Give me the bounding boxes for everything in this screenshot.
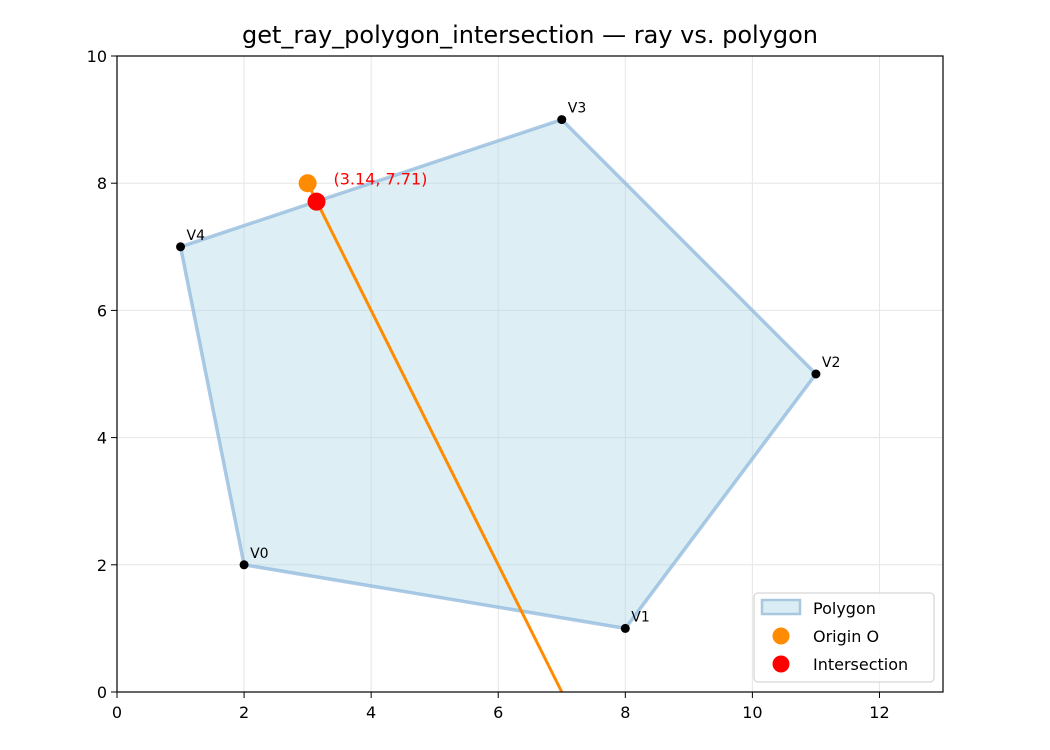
- x-tick-label: 10: [742, 703, 762, 722]
- ray-line: [306, 182, 564, 693]
- legend-label-polygon: Polygon: [813, 599, 876, 618]
- vertex-label: V4: [187, 228, 206, 244]
- vertex-point: [620, 623, 630, 633]
- vertex-label: V0: [250, 546, 268, 562]
- vertex-point: [239, 560, 249, 570]
- y-tick-label: 2: [97, 556, 107, 575]
- x-tick-label: 6: [493, 703, 503, 722]
- plot-area: V0 V1 V2 V3 V4 (3.14, 7.71): [176, 101, 840, 693]
- legend-label-origin: Origin O: [813, 627, 879, 646]
- legend-marker-intersection: [772, 655, 790, 673]
- y-tick-label: 8: [97, 174, 107, 193]
- legend-swatch-polygon: [760, 598, 802, 616]
- vertex-point: [557, 115, 567, 125]
- polygon-shape: [178, 117, 818, 631]
- legend-label-intersection: Intersection: [813, 655, 908, 674]
- y-tick-label: 4: [97, 429, 107, 448]
- axes-frame: [116, 55, 944, 693]
- legend: Polygon Origin O Intersection: [753, 592, 935, 683]
- legend-marker-origin: [772, 627, 790, 645]
- axis-ticks: 0 2 4 6 8 10 12 0 2 4 6 8 10: [87, 47, 890, 722]
- origin-point: [298, 174, 317, 193]
- x-tick-label: 0: [112, 703, 122, 722]
- vertex-point: [811, 369, 821, 379]
- chart-title: get_ray_polygon_intersection — ray vs. p…: [242, 21, 818, 49]
- x-tick-label: 8: [620, 703, 630, 722]
- vertex-label: V2: [822, 355, 840, 371]
- intersection-point: [307, 192, 326, 211]
- vertex-point: [176, 242, 186, 252]
- y-tick-label: 0: [97, 683, 107, 702]
- vertex-label: V1: [631, 609, 649, 625]
- x-tick-label: 12: [869, 703, 889, 722]
- x-tick-label: 2: [239, 703, 249, 722]
- intersection-label: (3.14, 7.71): [334, 170, 428, 189]
- y-tick-label: 10: [87, 47, 107, 66]
- y-tick-label: 6: [97, 301, 107, 320]
- vertex-label: V3: [568, 101, 586, 117]
- x-tick-label: 4: [366, 703, 376, 722]
